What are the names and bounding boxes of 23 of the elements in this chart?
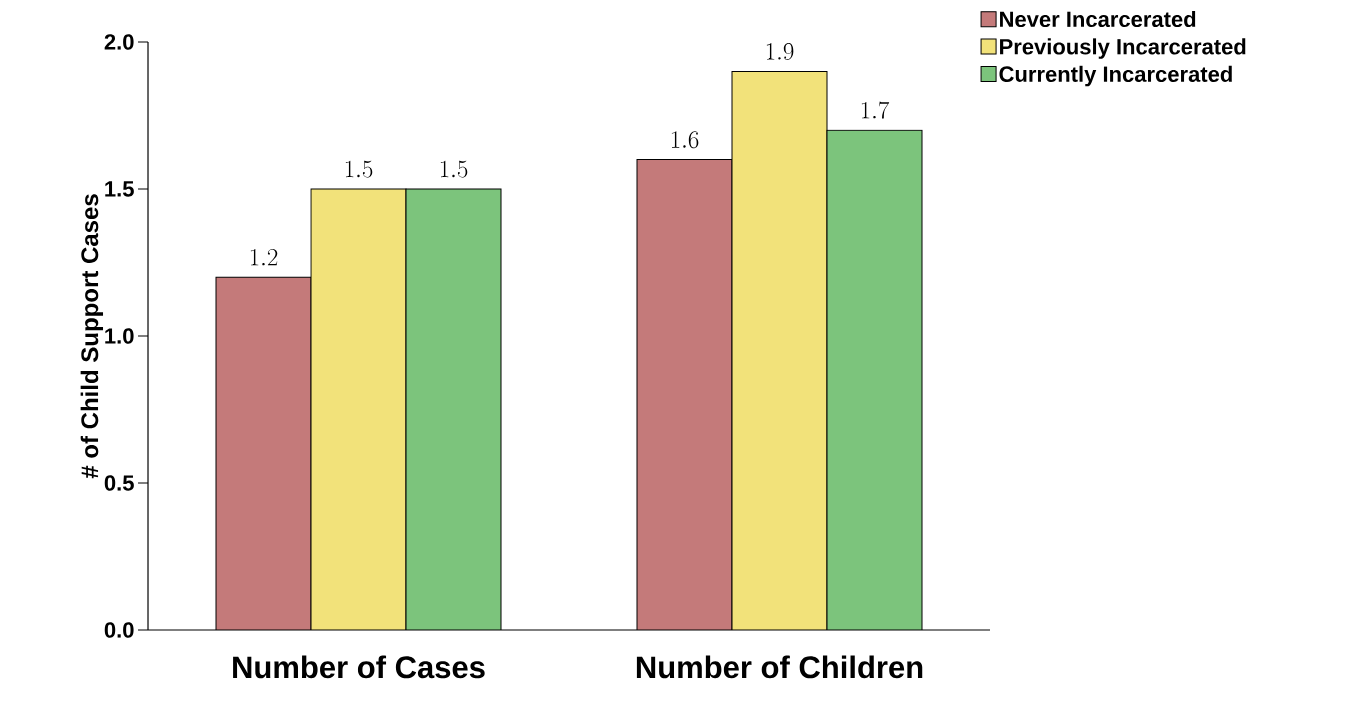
bar [636, 159, 733, 630]
bar [406, 188, 502, 630]
legend-label: Currently Incarcerated [999, 65, 1232, 87]
x-tick-label: Number of Cases [233, 655, 485, 679]
legend-label: Previously Incarcerated [1000, 38, 1246, 59]
y-tick-label: 1.5 [105, 181, 134, 197]
y-tick-label: 0.5 [104, 475, 134, 491]
bar [311, 188, 407, 630]
legend-label: Never Incarcerated [1000, 10, 1196, 28]
bar [731, 70, 828, 630]
x-tick-label: Number of Children [636, 655, 923, 679]
y-tick-label: 1.0 [105, 328, 134, 344]
y-tick-label: 2.0 [104, 34, 134, 50]
data-label: 1 .5 [440, 160, 468, 178]
y-axis-title: # of Child Support Cases [80, 194, 104, 479]
data-label: 1 .6 [671, 131, 699, 149]
bar [826, 129, 923, 630]
bar [216, 277, 312, 630]
data-label: 1 .9 [766, 43, 794, 60]
data-label: 1 .2 [250, 248, 278, 266]
data-label: 1 .5 [345, 160, 373, 178]
y-tick-label: 0.0 [104, 622, 134, 638]
data-label: 1 .7 [861, 101, 890, 119]
